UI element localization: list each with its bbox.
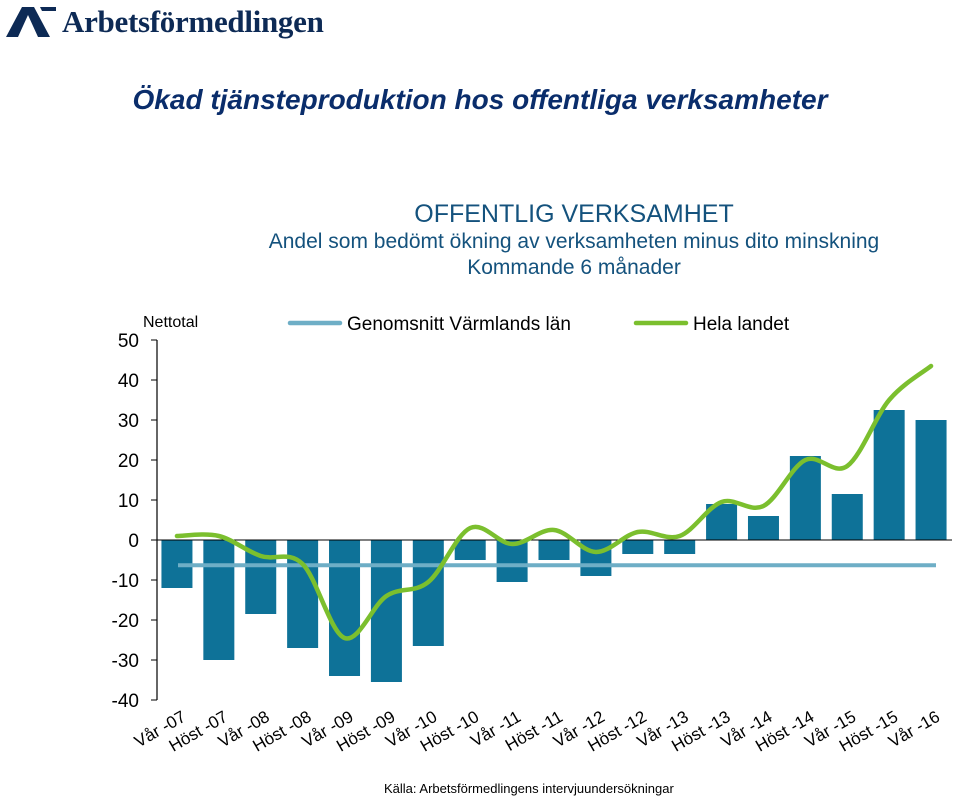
bar xyxy=(873,410,905,540)
af-chevron-logo-icon xyxy=(6,7,56,37)
y-tick-label: 50 xyxy=(118,331,139,352)
bar xyxy=(496,540,528,582)
y-tick-label: 30 xyxy=(118,411,139,432)
bar xyxy=(580,540,612,576)
chart-title: OFFENTLIG VERKSAMHET xyxy=(414,200,734,228)
y-tick-label: 0 xyxy=(128,531,139,552)
page-title: Ökad tjänsteproduktion hos offentliga ve… xyxy=(132,84,828,115)
bar xyxy=(454,540,486,560)
bar xyxy=(831,494,863,540)
logo-text: Arbetsförmedlingen xyxy=(62,4,324,39)
bar xyxy=(915,420,947,540)
y-axis-label: Nettotal xyxy=(143,314,198,331)
y-tick-label: -20 xyxy=(112,611,139,632)
chart-header: OFFENTLIG VERKSAMHET Andel som bedömt ök… xyxy=(194,200,954,282)
legend-label: Hela landet xyxy=(693,314,790,335)
y-tick-label: -30 xyxy=(112,651,139,672)
bar xyxy=(664,540,696,554)
y-tick-label: -40 xyxy=(112,691,139,712)
y-tick-label: -10 xyxy=(112,571,139,592)
bar xyxy=(622,540,654,554)
bar xyxy=(412,540,444,646)
source-note: Källa: Arbetsförmedlingens intervjuunder… xyxy=(384,781,674,796)
bar xyxy=(538,540,570,560)
bar-line-chart: Nettotal -40 -30 -20 -10 0 10 20 30 40 50 Genomsnit… xyxy=(112,314,952,756)
bar xyxy=(747,516,779,540)
legend-label: Genomsnitt Värmlands län xyxy=(347,314,571,335)
y-tick-label: 40 xyxy=(118,371,139,392)
logo: Arbetsförmedlingen xyxy=(6,2,324,42)
chart-subtitle: Andel som bedömt ökning av verksamheten … xyxy=(268,230,880,253)
y-tick-label: 20 xyxy=(118,451,139,472)
chart-subtitle-period: Kommande 6 månader xyxy=(467,256,681,279)
bar xyxy=(329,540,361,676)
bar xyxy=(203,540,235,660)
series-line-hela-landet xyxy=(174,363,934,641)
y-tick-label: 10 xyxy=(118,491,139,512)
